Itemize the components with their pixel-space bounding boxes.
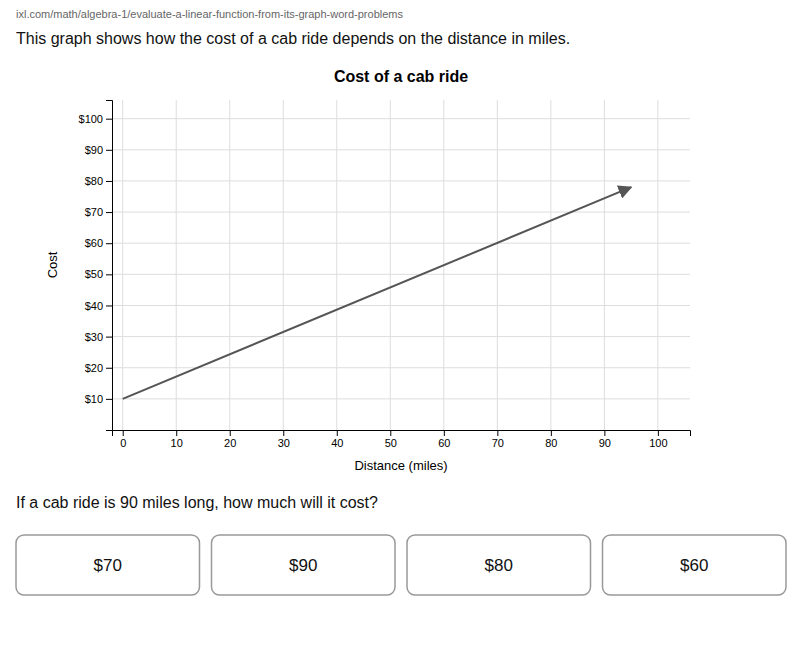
tick-label: 100 [649,437,667,449]
grid-line-y [112,180,690,181]
question: If a cab ride is 90 miles long, how much… [16,494,378,511]
tick-mark [123,430,124,436]
answer-box[interactable] [603,535,787,595]
grid-line-y [112,398,690,399]
tick-mark [106,368,112,369]
tick-label: $40 [85,299,103,311]
tick-label: 50 [385,437,397,449]
tick: $20 [85,362,112,374]
tick-label: 70 [492,437,504,449]
description: This graph shows how the cost of a cab r… [16,30,570,47]
grid-line-y [112,305,690,306]
grid-line-y [112,212,690,213]
tick: 100 [649,430,667,449]
tick-mark [106,212,112,213]
tick-label: $30 [85,331,103,343]
tick-label: $50 [85,268,103,280]
answer-text[interactable]: $80 [485,556,513,575]
grid-line-y [112,243,690,244]
answer-text[interactable]: $70 [94,556,122,575]
answer-text[interactable]: $90 [289,556,317,575]
tick-label: 30 [278,437,290,449]
tick-mark [390,430,391,436]
tick-mark [230,430,231,436]
tick-label: $20 [85,362,103,374]
tick-mark [658,430,659,436]
tick-label: $90 [85,144,103,156]
answer-text[interactable]: $60 [680,556,708,575]
tick: $10 [85,393,112,405]
answer-button[interactable]: $80 [407,535,591,595]
grid-line-y [112,149,690,150]
tick-mark [551,430,552,436]
tick-mark [106,337,112,338]
tick-label: $10 [85,393,103,405]
tick-mark [497,430,498,436]
tick: 60 [438,430,450,449]
answer-button[interactable]: $60 [603,535,787,595]
tick: $60 [85,237,112,249]
tick: $70 [85,206,112,218]
tick-mark [337,430,338,436]
tick-label: 0 [120,437,126,449]
tick: $80 [85,175,112,187]
tick-label: 90 [599,437,611,449]
tick: 30 [278,430,290,449]
grid-line-y [112,274,690,275]
tick-label: $60 [85,237,103,249]
tick-mark [106,243,112,244]
tick-label: 60 [438,437,450,449]
tick: $40 [85,299,112,311]
tick-mark [106,399,112,400]
tick: 20 [224,430,236,449]
axis-line [106,101,113,431]
grid-line-y [112,118,690,119]
tick-mark [106,274,112,275]
answer-box[interactable] [407,535,591,595]
y-axis-label: Cost [45,251,60,278]
tick: 50 [385,430,397,449]
answer-button[interactable]: $70 [16,535,200,595]
answer-box[interactable] [212,535,396,595]
data-line [123,187,631,399]
grid [112,100,690,430]
tick: 40 [331,430,343,449]
tick-mark [283,430,284,436]
tick-label: $100 [79,113,103,125]
tick-label: $70 [85,206,103,218]
x-axis-label: Distance (miles) [354,458,447,473]
tick-mark [444,430,445,436]
grid-line-y [112,336,690,337]
tick: 10 [171,430,183,449]
tick-label: 10 [171,437,183,449]
y-axis: $10 $20 $30 $40 $50 $60 $70 $80 $90 $100 [79,101,113,431]
tick: 80 [545,430,557,449]
tick: 0 [120,430,126,449]
url-text: ixl.com/math/algebra-1/evaluate-a-linear… [16,8,403,20]
tick: $50 [85,268,112,280]
tick: 90 [599,430,611,449]
chart-title: Cost of a cab ride [334,68,468,85]
tick-mark [176,430,177,436]
tick-label: 40 [331,437,343,449]
tick-mark [604,430,605,436]
answer-box[interactable] [16,535,200,595]
tick-label: 20 [224,437,236,449]
tick-label: 80 [545,437,557,449]
page: ixl.com/math/algebra-1/evaluate-a-linear… [0,0,802,656]
plot-area [123,187,631,399]
tick: 70 [492,430,504,449]
tick: $90 [85,144,112,156]
answer-button[interactable]: $90 [212,535,396,595]
tick-mark [106,305,112,306]
tick-label: $80 [85,175,103,187]
tick-mark [106,181,112,182]
tick: $100 [79,113,112,125]
axis-line [113,431,691,437]
tick-mark [106,119,112,120]
x-axis: 0 10 20 30 40 50 60 70 80 90 100 [113,430,691,449]
tick-mark [106,150,112,151]
tick: $30 [85,331,112,343]
